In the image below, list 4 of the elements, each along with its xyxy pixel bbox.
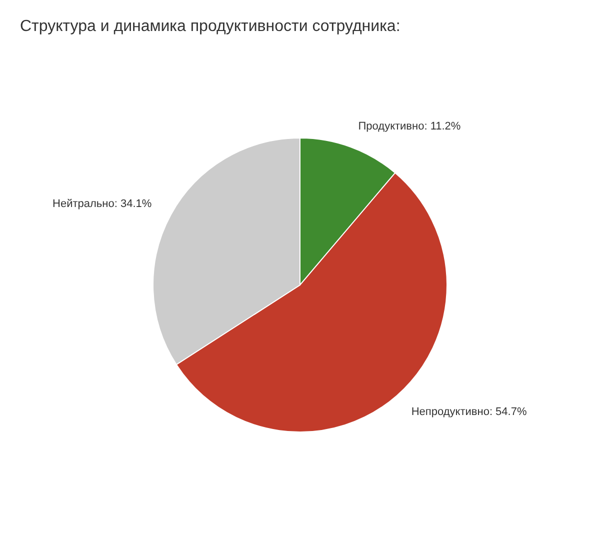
chart-title: Структура и динамика продуктивности сотрудника:	[20, 18, 400, 35]
slice-label: Непродуктивно: 54.7%	[411, 406, 527, 418]
slice-label: Продуктивно: 11.2%	[358, 120, 461, 132]
slice-label: Нейтрально: 34.1%	[52, 198, 152, 210]
